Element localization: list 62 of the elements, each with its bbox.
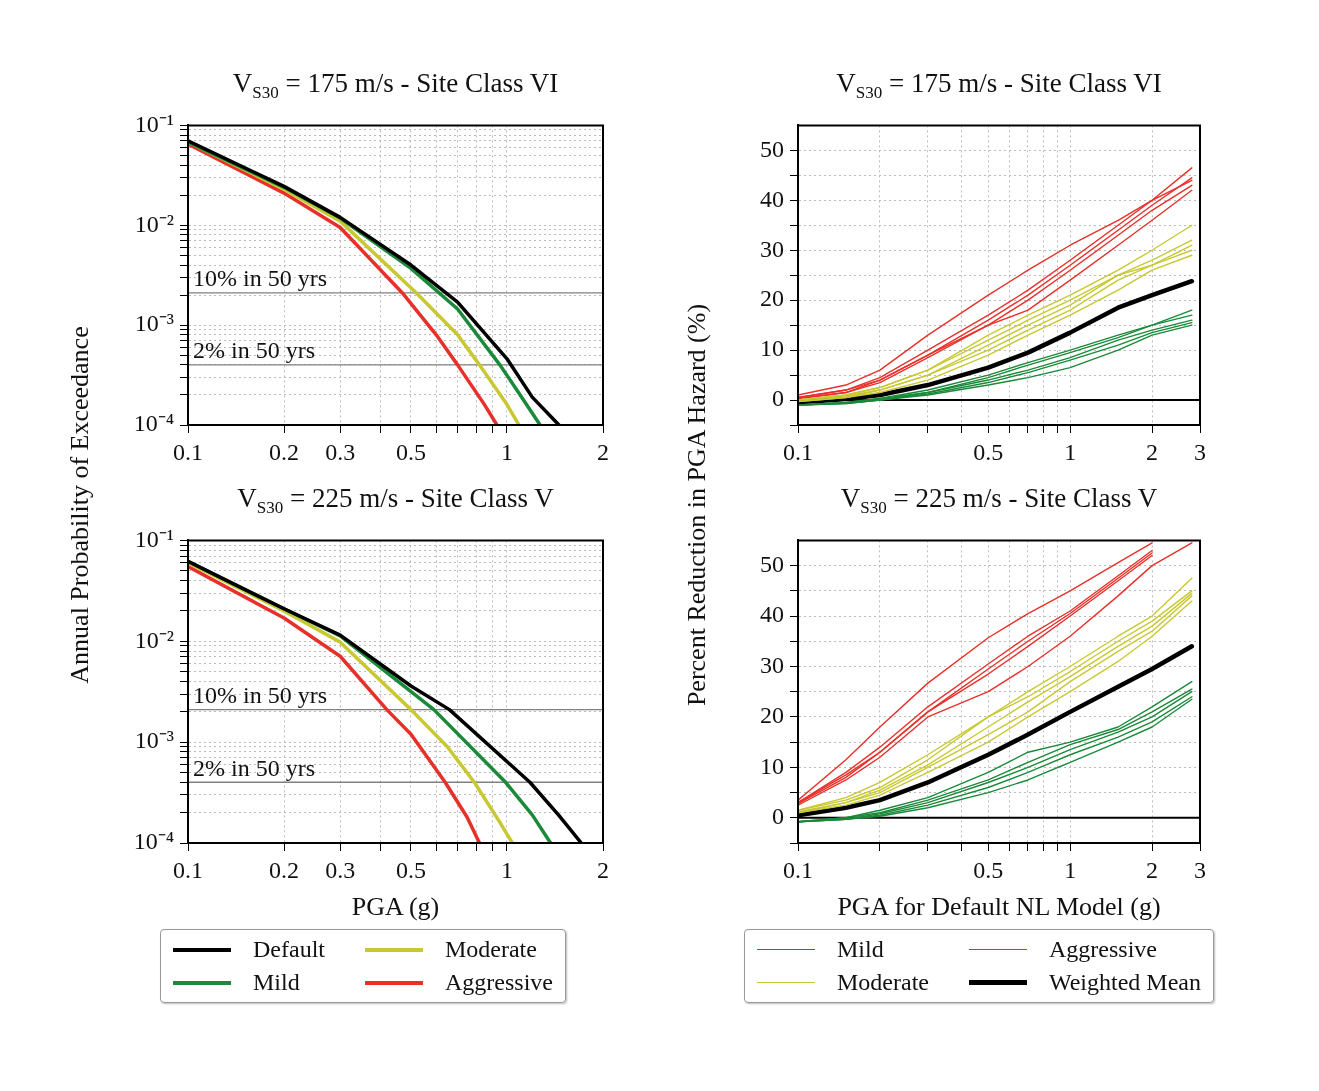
- legend-label: Moderate: [837, 969, 929, 996]
- y-tick-label: 10⁻⁴: [133, 410, 174, 437]
- x-tick-label: 0.1: [783, 856, 813, 883]
- y-tick-label: 10⁻²: [134, 210, 174, 237]
- x-tick-label: 1: [500, 856, 513, 883]
- y-tick-label: 10: [760, 752, 784, 779]
- x-tick-label: 1: [500, 438, 513, 465]
- y-axis-title: Percent Reduction in PGA Hazard (%): [682, 303, 712, 707]
- y-tick-label: 10⁻³: [134, 727, 174, 754]
- chart-title: V$_{S30}$ = 175 m/s - Site Class VI: [835, 67, 1163, 105]
- legend-label: Default: [253, 936, 325, 963]
- ref-line-label: 2% in 50 yrs: [193, 337, 315, 364]
- chart-title: V$_{S30}$ = 225 m/s - Site Class V: [839, 482, 1159, 520]
- x-tick-label: 0.3: [325, 438, 356, 465]
- x-axis-title: PGA (g): [350, 891, 441, 923]
- y-tick-label: 50: [760, 135, 784, 162]
- x-tick-label: 0.5: [973, 856, 1004, 883]
- x-axis-title: PGA for Default NL Model (g): [836, 891, 1162, 923]
- x-tick-label: 1: [1064, 438, 1077, 465]
- y-axis-title: Annual Probability of Exceedance: [65, 326, 95, 684]
- y-tick-label: 0: [772, 803, 784, 830]
- y-tick-label: 20: [760, 702, 784, 729]
- ref-line-label: 10% in 50 yrs: [193, 681, 327, 708]
- x-tick-label: 3: [1194, 438, 1206, 465]
- y-tick-label: 10⁻²: [134, 626, 174, 653]
- x-tick-label: 0.5: [973, 438, 1004, 465]
- x-tick-label: 2: [597, 856, 609, 883]
- x-tick-label: 0.2: [269, 856, 300, 883]
- x-tick-label: 1: [1064, 856, 1077, 883]
- y-tick-label: 10⁻¹: [134, 525, 174, 552]
- y-tick-label: 20: [760, 285, 784, 312]
- legend-label: Mild: [253, 969, 300, 996]
- ref-line-label: 2% in 50 yrs: [193, 754, 315, 781]
- y-tick-label: 40: [760, 185, 784, 212]
- x-tick-label: 2: [1146, 438, 1159, 465]
- y-tick-label: 10⁻³: [134, 310, 174, 337]
- y-tick-label: 30: [760, 235, 784, 262]
- chart-title: V$_{S30}$ = 225 m/s - Site Class V: [236, 482, 555, 520]
- y-tick-label: 40: [760, 601, 784, 628]
- y-tick-label: 10⁻¹: [134, 110, 174, 137]
- legend-label: Aggressive: [1048, 936, 1157, 963]
- x-tick-label: 0.2: [269, 438, 300, 465]
- x-tick-label: 2: [1146, 856, 1159, 883]
- x-tick-label: 2: [597, 438, 609, 465]
- legend-label: Aggressive: [444, 969, 553, 996]
- x-tick-label: 0.5: [395, 438, 426, 465]
- legend-label: Moderate: [444, 936, 537, 963]
- x-tick-label: 0.1: [173, 438, 203, 465]
- y-tick-label: 10: [760, 335, 784, 362]
- ref-line-label: 10% in 50 yrs: [193, 265, 327, 292]
- chart-title: V$_{S30}$ = 175 m/s - Site Class VI: [231, 67, 560, 105]
- x-tick-label: 3: [1194, 856, 1206, 883]
- x-tick-label: 0.1: [783, 438, 813, 465]
- y-tick-label: 30: [760, 651, 784, 678]
- x-tick-label: 0.1: [173, 856, 203, 883]
- x-tick-label: 0.5: [395, 856, 426, 883]
- x-tick-label: 0.3: [325, 856, 356, 883]
- y-tick-label: 0: [772, 385, 784, 412]
- y-tick-label: 10⁻⁴: [133, 828, 174, 855]
- legend-label: Mild: [837, 936, 884, 963]
- legend-label: Weighted Mean: [1048, 969, 1201, 996]
- y-tick-label: 50: [760, 550, 784, 577]
